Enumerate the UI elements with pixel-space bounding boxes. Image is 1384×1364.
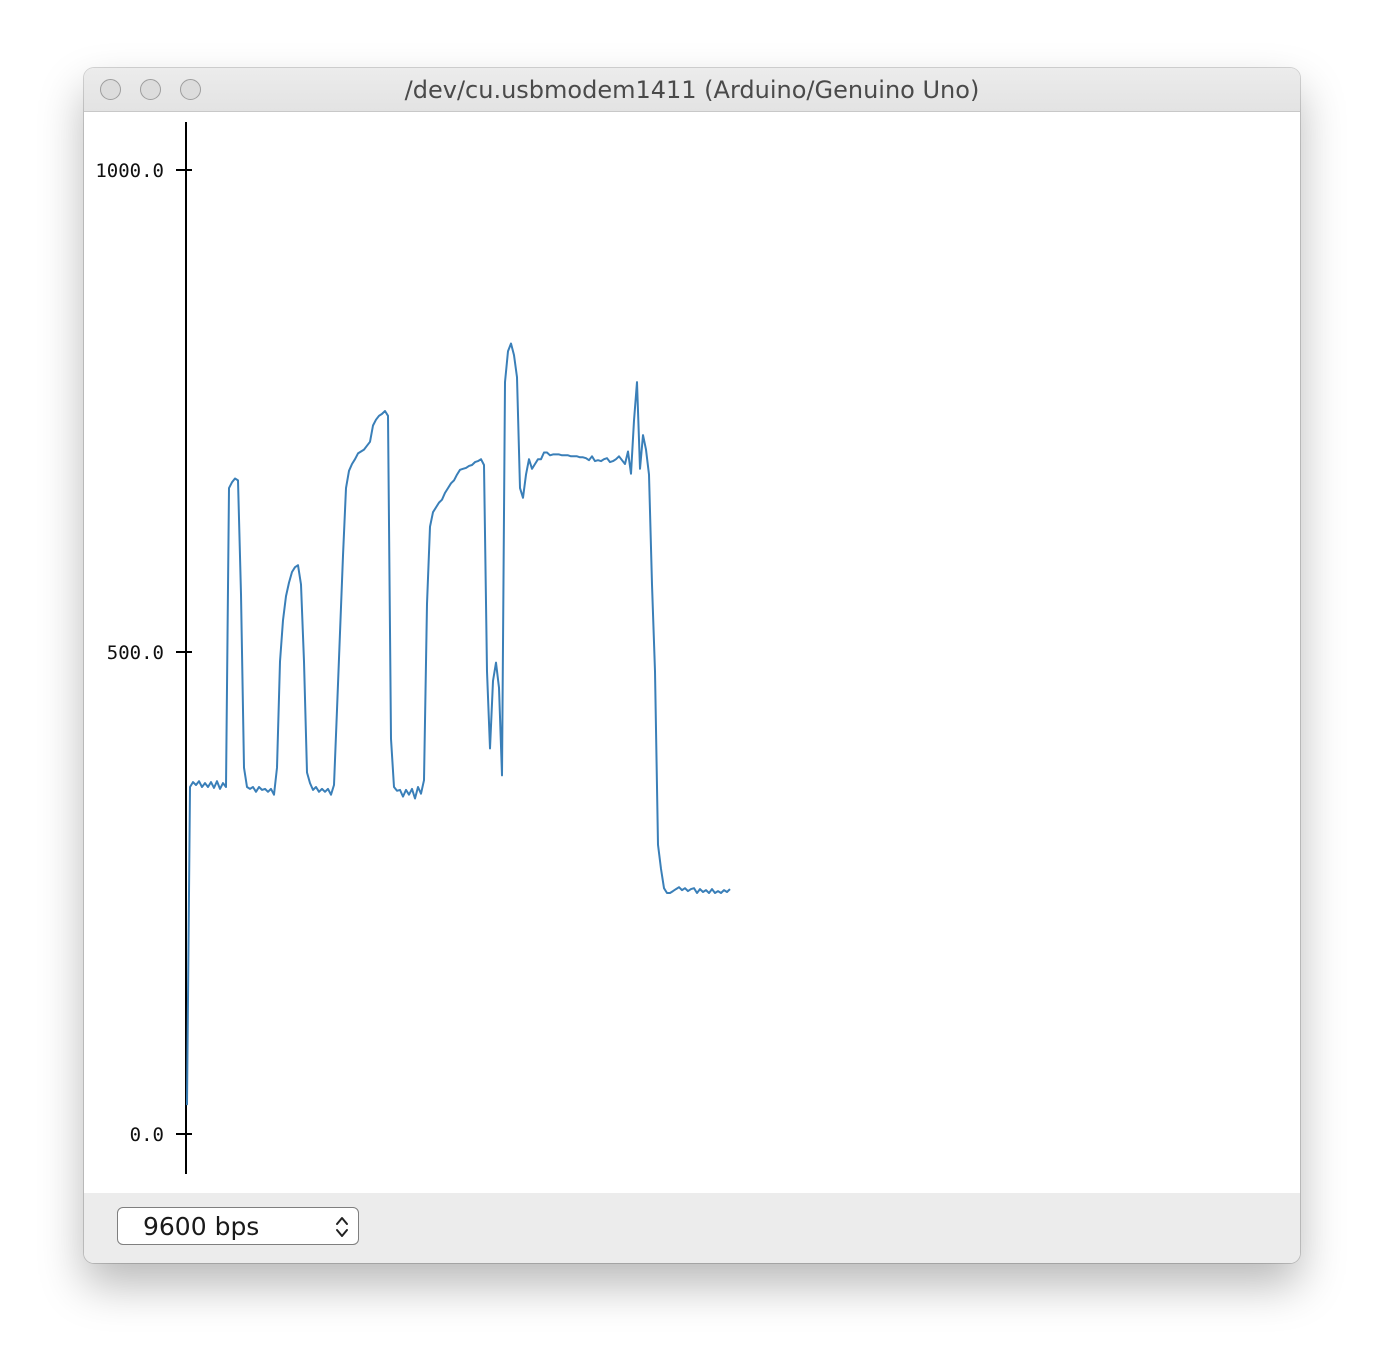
serial-plotter-window: /dev/cu.usbmodem1411 (Arduino/Genuino Un…	[84, 68, 1300, 1263]
up-down-chevron-icon	[336, 1217, 348, 1237]
baud-rate-select[interactable]: 9600 bps	[117, 1207, 359, 1245]
zoom-window-button[interactable]	[180, 79, 201, 100]
window-title: /dev/cu.usbmodem1411 (Arduino/Genuino Un…	[404, 76, 980, 104]
close-window-button[interactable]	[100, 79, 121, 100]
bottom-toolbar: 9600 bps	[84, 1193, 1300, 1263]
y-tick-label: 0.0	[130, 1124, 164, 1146]
serial-plot-chart: 0.0 500.0 1000.0	[95, 122, 731, 1174]
minimize-window-button[interactable]	[140, 79, 161, 100]
plot-area: 0.0 500.0 1000.0	[84, 112, 1300, 1193]
y-tick-label: 1000.0	[95, 160, 164, 182]
baud-rate-value: 9600 bps	[143, 1212, 260, 1241]
series-line	[186, 342, 731, 1106]
y-tick-label: 500.0	[107, 642, 164, 664]
title-bar[interactable]: /dev/cu.usbmodem1411 (Arduino/Genuino Un…	[84, 68, 1300, 112]
